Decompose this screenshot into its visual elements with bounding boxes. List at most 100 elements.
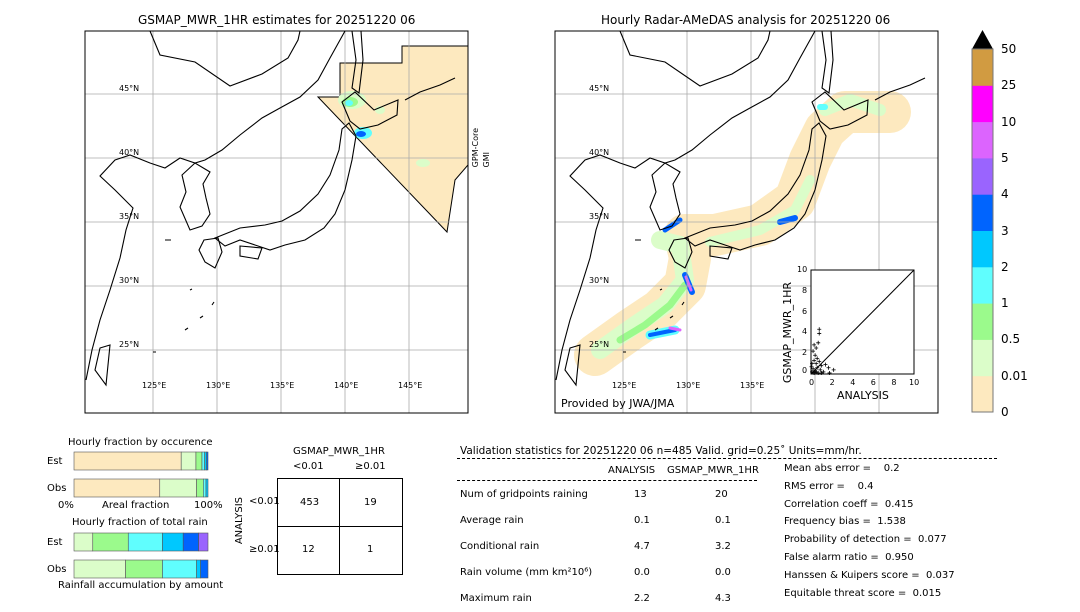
right-rain-field	[574, 91, 911, 376]
lon-label: 145°E	[398, 381, 423, 390]
bar-segment	[195, 451, 203, 471]
colorbar-tick: 50	[1001, 42, 1017, 56]
scatter-point	[816, 340, 821, 345]
colorbar-tick: 10	[1001, 114, 1017, 129]
stat-label: Num of gridpoints raining	[460, 489, 588, 500]
score-item: False alarm ratio = 0.950	[784, 552, 914, 563]
data-credit: Provided by JWA/JMA	[561, 397, 675, 410]
rain-est-label: Est	[47, 537, 63, 548]
scatter-point	[826, 365, 831, 370]
right-map-title: Hourly Radar-AMeDAS analysis for 2025122…	[601, 13, 891, 27]
bar-segment	[196, 478, 204, 498]
row-axis-label: ANALYSIS	[234, 497, 245, 545]
lat-label: 25°N	[119, 340, 140, 349]
stat-analysis-value: 4.7	[634, 541, 650, 552]
scatter-ylabel: GSMAP_MWR_1HR	[781, 282, 794, 384]
occ-obs-label: Obs	[47, 483, 67, 494]
stat-label: Rain volume (mm km²10⁶)	[460, 567, 593, 578]
bar-segment	[201, 451, 205, 471]
bar-segment	[204, 451, 207, 471]
scatter-point	[814, 346, 819, 350]
lat-label: 25°N	[589, 340, 610, 349]
colorbar-tick: 4	[1001, 187, 1009, 202]
colorbar-tick: 2	[1001, 259, 1009, 274]
scatter-ytick: 0	[802, 366, 808, 375]
occ-xlabel: Areal fraction	[102, 500, 170, 511]
row-label-lt: <0.01	[249, 496, 280, 507]
scatter-point	[821, 369, 826, 374]
lon-label: 130°E	[676, 381, 701, 390]
bar-segment	[127, 532, 163, 552]
bar-segment	[73, 559, 126, 579]
scatter-point	[810, 369, 815, 374]
scatter-ytick: 10	[797, 265, 808, 274]
col-gsmap: GSMAP_MWR_1HR	[667, 465, 759, 476]
colorbar-segment	[972, 266, 993, 304]
score-item: Mean abs error = 0.2	[784, 463, 900, 474]
bar-segment	[198, 532, 209, 552]
stat-analysis-value: 2.2	[634, 593, 650, 604]
scatter-xtick: 8	[891, 378, 897, 387]
scatter-point	[827, 370, 832, 375]
colorbar-segment	[972, 49, 993, 86]
lat-label: 30°N	[119, 276, 140, 285]
scatter-point	[815, 356, 820, 361]
stat-label: Average rain	[460, 515, 524, 526]
score-item: Correlation coeff = 0.415	[784, 498, 914, 510]
scatter-point	[811, 349, 816, 354]
occ-est-label: Est	[47, 456, 63, 467]
cell-hit: 1	[367, 544, 374, 555]
stat-label: Maximum rain	[460, 593, 532, 604]
score-item: Frequency bias = 1.538	[784, 516, 906, 528]
right-map	[554, 30, 939, 414]
colorbar-extend-arrow	[972, 30, 993, 49]
stat-analysis-value: 13	[634, 489, 647, 500]
scatter-point	[812, 370, 817, 375]
scatter-ytick: 6	[802, 306, 808, 316]
lon-label: 130°E	[206, 381, 231, 390]
stats-header: Validation statistics for 20251220 06 n=…	[460, 445, 862, 457]
bar-segment	[182, 532, 199, 552]
lon-label: 125°E	[142, 381, 167, 390]
contingency-title: GSMAP_MWR_1HR	[293, 446, 385, 457]
col-label-ge: ≥0.01	[355, 461, 386, 472]
colorbar-tick: 0.01	[1001, 368, 1028, 383]
colorbar-segment	[972, 375, 993, 413]
bar-segment	[73, 478, 161, 498]
rain-fraction-title: Hourly fraction of total rain	[72, 517, 208, 528]
scatter-point	[823, 362, 828, 367]
scatter-point	[818, 367, 823, 372]
cell-miss: 12	[302, 544, 315, 555]
colorbar-segment	[972, 194, 993, 231]
scatter-point	[814, 369, 819, 374]
divider	[457, 458, 997, 459]
left-map	[84, 30, 469, 414]
bar-segment	[159, 478, 197, 498]
fraction-bars	[73, 451, 209, 579]
cell-false-alarm: 19	[364, 497, 377, 508]
scatter-ytick: 4	[802, 327, 808, 337]
colorbar	[971, 30, 994, 413]
bar-segment	[180, 451, 197, 471]
colorbar-tick: 0.5	[1001, 332, 1021, 347]
colorbar-tick: 1	[1001, 296, 1009, 311]
scatter-point	[831, 367, 836, 372]
colorbar-segment	[972, 121, 993, 159]
colorbar-tick: 3	[1001, 223, 1009, 238]
divider	[457, 480, 757, 481]
bar-segment	[92, 532, 129, 552]
scatter-point	[817, 327, 822, 332]
lon-label: 125°E	[612, 381, 637, 390]
scatter-point	[819, 363, 824, 368]
lon-label: 135°E	[740, 381, 765, 390]
bar-segment	[162, 532, 184, 552]
stat-gsmap-value: 0.0	[715, 567, 731, 578]
colorbar-tick: 5	[1001, 150, 1009, 165]
row-label-ge: ≥0.01	[249, 544, 280, 555]
occ-x-max: 100%	[194, 500, 223, 511]
scatter-point	[810, 361, 815, 366]
scatter-point	[812, 358, 817, 363]
stat-label: Conditional rain	[460, 541, 540, 552]
colorbar-tick: 25	[1001, 78, 1017, 93]
scatter-ytick: 8	[802, 285, 808, 295]
